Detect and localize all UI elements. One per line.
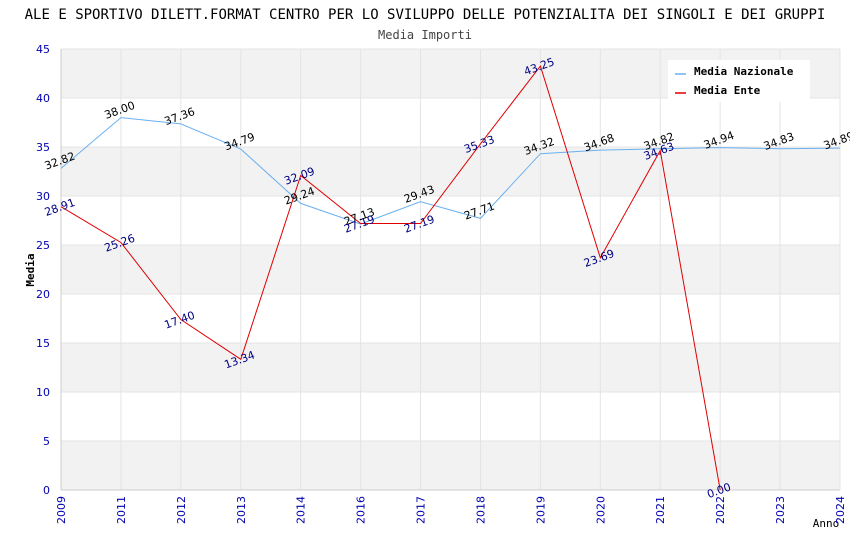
grid-band xyxy=(61,441,840,490)
x-tick-label: 2023 xyxy=(774,496,787,524)
x-tick-label: 2020 xyxy=(594,496,607,524)
x-tick-label: 2012 xyxy=(175,496,188,524)
y-tick-label: 40 xyxy=(36,92,50,105)
series-line-nazionale xyxy=(60,117,841,225)
x-tick-label: 2022 xyxy=(714,496,727,524)
x-tick-label: 2014 xyxy=(295,496,308,524)
axes xyxy=(60,49,840,491)
legend-label-nazionale: Media Nazionale xyxy=(694,65,794,78)
y-tick-label: 30 xyxy=(36,190,50,203)
x-tick-label: 2021 xyxy=(654,496,667,524)
x-tick-label: 2018 xyxy=(474,496,487,524)
legend-box xyxy=(668,60,810,102)
data-label: 27.19 xyxy=(402,213,436,236)
y-tick-label: 45 xyxy=(36,43,50,56)
y-axis-label: Media xyxy=(24,253,37,286)
series-lines xyxy=(60,65,841,491)
x-tick-label: 2009 xyxy=(55,496,68,524)
legend-label-ente: Media Ente xyxy=(694,84,761,97)
grid-bands xyxy=(61,49,840,490)
y-tick-label: 0 xyxy=(43,484,50,497)
x-axis-ticks: 2009 2011 2012 2013 2014 2016 2017 2018 2019 2020… xyxy=(55,496,847,524)
x-tick-label: 2011 xyxy=(115,496,128,524)
y-tick-label: 25 xyxy=(36,239,50,252)
grid-lines xyxy=(60,48,841,491)
y-axis-ticks: 0 5 10 15 20 25 30 35 40 45 xyxy=(36,43,50,497)
grid-band xyxy=(61,245,840,294)
x-axis-label: Anno xyxy=(813,517,840,530)
data-label: 27.71 xyxy=(462,200,496,223)
series-line-ente xyxy=(60,65,721,491)
legend: Media Nazionale Media Ente xyxy=(668,60,810,102)
y-tick-label: 5 xyxy=(43,435,50,448)
chart-title: ALE E SPORTIVO DILETT.FORMAT CENTRO PER … xyxy=(25,7,826,23)
grid-band xyxy=(61,343,840,392)
chart-subtitle: Media Importi xyxy=(378,28,472,42)
x-tick-label: 2013 xyxy=(235,496,248,524)
x-tick-label: 2024 xyxy=(834,496,847,524)
y-tick-label: 10 xyxy=(36,386,50,399)
y-tick-label: 15 xyxy=(36,337,50,350)
x-tick-label: 2016 xyxy=(355,496,368,524)
grid-band xyxy=(61,147,840,196)
data-label: 17.40 xyxy=(163,309,197,332)
data-label: 37.36 xyxy=(163,105,197,128)
y-tick-label: 35 xyxy=(36,141,50,154)
x-tick-label: 2019 xyxy=(534,496,547,524)
y-tick-label: 20 xyxy=(36,288,50,301)
x-tick-label: 2017 xyxy=(415,496,428,524)
